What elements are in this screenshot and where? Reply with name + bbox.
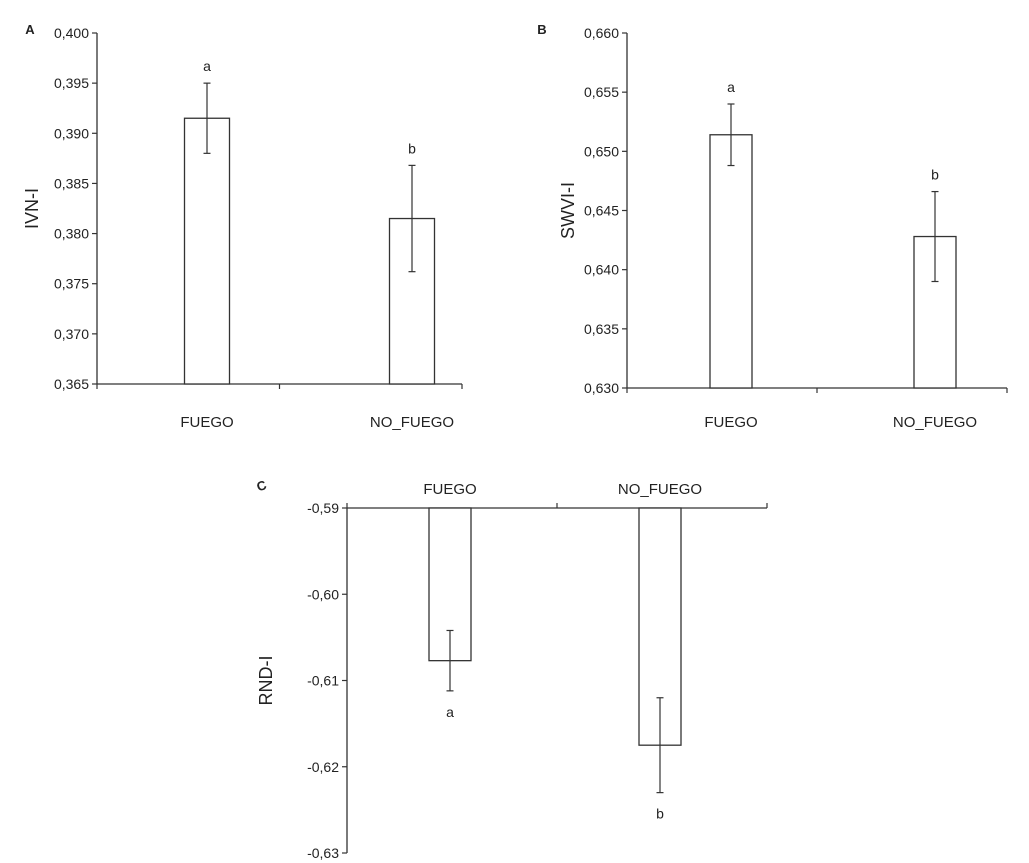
y-tick-label: 0,640	[584, 262, 619, 278]
y-tick-label: 0,390	[54, 125, 89, 141]
bar-fuego	[183, 117, 231, 385]
category-label: NO_FUEGO	[893, 414, 977, 431]
panel-a: A 0,400 0,395 0,390 0,385 0,380 0,375 0,370 0,36…	[22, 22, 463, 431]
significance-letter: b	[408, 140, 416, 156]
y-tick-label: -0,60	[307, 586, 339, 602]
significance-letter: b	[931, 167, 939, 183]
category-label: FUEGO	[704, 414, 757, 431]
y-tick-label: 0,660	[584, 25, 619, 41]
y-tick-label: 0,365	[54, 376, 89, 392]
y-tick-label: -0,59	[307, 500, 339, 516]
y-tick-label: -0,62	[307, 759, 339, 775]
y-tick-label: 0,645	[584, 203, 619, 219]
category-label: FUEGO	[423, 481, 476, 498]
y-tick-label: -0,61	[307, 673, 339, 689]
y-axis-title: RND-I	[256, 656, 276, 706]
y-axis-title: IVN-I	[22, 188, 42, 229]
significance-letter: a	[727, 79, 735, 95]
y-tick-label: 0,375	[54, 276, 89, 292]
y-axis-title: SWVI-I	[558, 182, 578, 239]
panel-letter: A	[25, 22, 35, 37]
y-tick-label: 0,395	[54, 75, 89, 91]
y-tick-label: -0,63	[307, 845, 339, 861]
y-tick-label: 0,655	[584, 84, 619, 100]
category-label: NO_FUEGO	[370, 414, 454, 431]
significance-letter: a	[203, 58, 211, 74]
y-tick-label: 0,630	[584, 380, 619, 396]
y-tick-label: 0,385	[54, 175, 89, 191]
panel-b: B 0,660 0,655 0,650 0,645 0,640 0,635 0,630 SWVI…	[537, 22, 1008, 431]
y-tick-label: 0,370	[54, 326, 89, 342]
y-tick-label: 0,380	[54, 226, 89, 242]
significance-letter: b	[656, 806, 664, 822]
category-label: FUEGO	[180, 414, 233, 431]
panel-letter: B	[537, 22, 546, 37]
bar-fuego	[709, 134, 753, 389]
y-tick-label: 0,650	[584, 143, 619, 159]
y-tick-label: 0,400	[54, 25, 89, 41]
category-label: NO_FUEGO	[618, 481, 702, 498]
significance-letter: a	[446, 704, 454, 720]
y-tick-label: 0,635	[584, 321, 619, 337]
panel-c: C-0,59-0,60-0,61-0,62-0,63RND-IFUEGOaNO_…	[254, 477, 768, 861]
